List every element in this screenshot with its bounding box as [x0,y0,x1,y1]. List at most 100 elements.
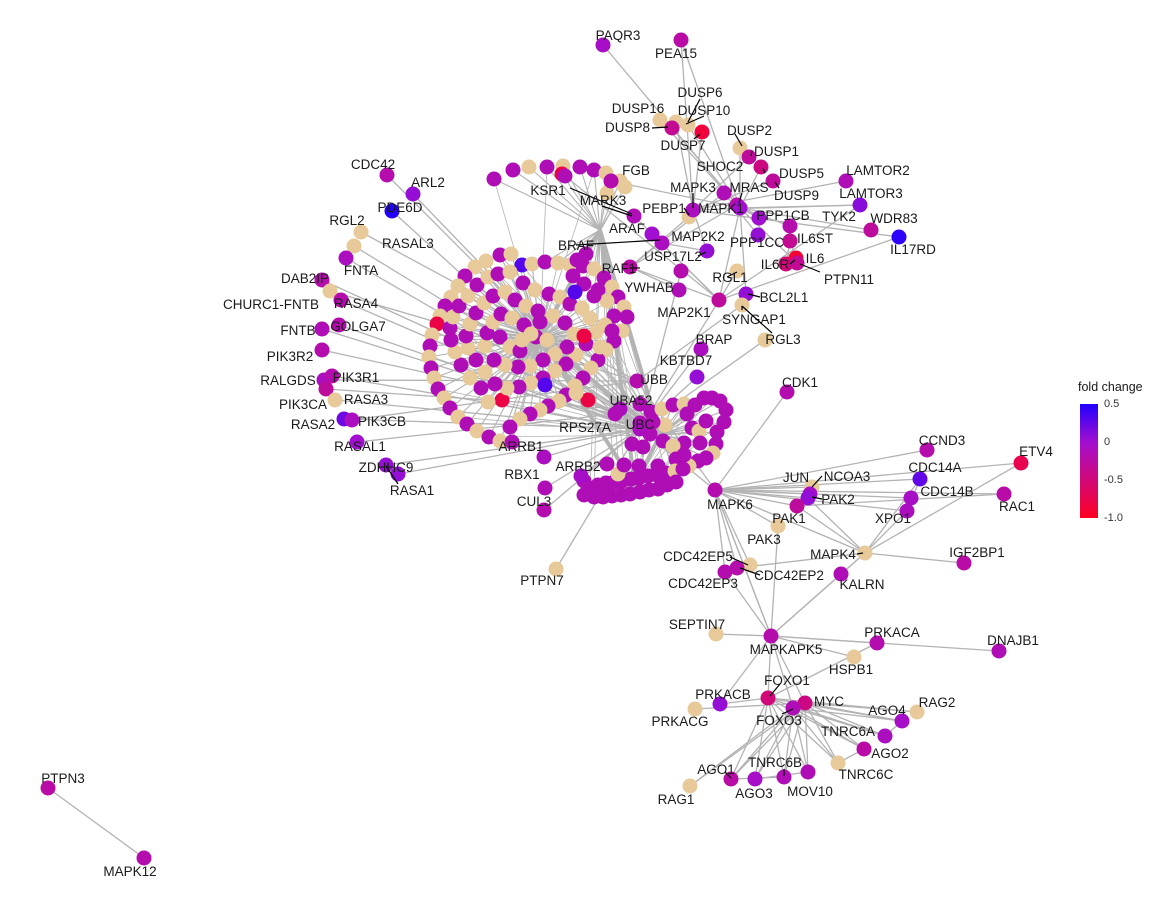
label-arl2: ARL2 [411,175,445,190]
leader-line [811,496,823,500]
edge [770,635,806,704]
edge [770,635,794,709]
edge [715,633,772,637]
label-cdk1: CDK1 [782,375,818,390]
node-lamtor2 [838,173,854,189]
gene-node [679,406,695,422]
label-dusp6: DUSP6 [677,85,722,100]
label-cul3: CUL3 [517,494,552,509]
edge [343,418,641,430]
gene-node [514,332,530,348]
node-fntb [314,321,330,337]
gene-node [473,380,489,396]
leader-line [687,98,701,123]
label-rag2: RAG2 [919,695,956,710]
label-lamtor3: LAMTOR3 [839,186,903,201]
edge [724,571,772,637]
legend-tick-low: -1.0 [1104,512,1123,524]
label-prkacg: PRKACG [651,714,708,729]
gene-node [447,344,463,360]
node-prkacb [712,696,728,712]
node-wdr83 [863,222,879,238]
node-ubb [629,373,645,389]
node-myc [797,695,813,711]
fold-change-legend: fold change 0.5 0 -0.5 -1.0 [1074,380,1152,530]
gene-node [477,338,493,354]
node-pik3r1 [324,368,340,384]
node-cdc42ep5 [742,557,758,573]
edge [714,489,866,554]
label-tnrc6b: TNRC6B [748,755,802,770]
node-mapk12 [136,850,152,866]
label-ralgds: RALGDS [260,373,316,388]
node-etv4 [1013,455,1029,471]
label-araf: ARAF [609,221,645,236]
gene-node [568,385,584,401]
label-cdc42ep3: CDC42EP3 [668,576,738,591]
edge [770,573,842,637]
label-dusp10: DUSP10 [678,103,731,118]
edge [636,380,716,491]
gene-node [469,277,485,293]
gene-node [497,284,513,300]
edge [719,697,769,705]
gene-node [487,376,503,392]
gene-node [535,352,551,368]
node-prkaca [869,635,885,651]
edge [754,697,769,780]
label-ago1: AGO1 [697,762,735,777]
edge [557,229,601,264]
label-ksr1: KSR1 [530,183,565,198]
node-zdhhc9 [378,457,394,473]
node-dusp5 [753,159,769,175]
gene-node [604,323,620,339]
gene-node [492,247,508,263]
node-ppp1cc [750,227,766,243]
edge [692,131,703,211]
gene-node [619,309,635,325]
edge [718,207,741,301]
node-churc1-fntb [322,283,338,299]
edge [530,337,541,384]
leader-line [739,567,761,576]
node-cdk1 [779,384,795,400]
gene-node [521,159,537,175]
gene-node [537,377,553,393]
node-rgl3 [757,332,773,348]
edge [796,505,866,554]
edge [767,697,839,764]
label-ubb: UBB [640,372,668,387]
gene-node [599,456,615,472]
leader-line [738,192,743,204]
node-arrb2 [573,468,589,484]
gene-node [586,261,602,277]
gene-node [478,253,494,269]
leader-line [741,305,773,334]
leader-line [799,263,821,273]
gene-node [545,308,561,324]
gene-node [586,162,602,178]
label-braf: BRAF [558,238,594,253]
edge [767,697,785,778]
node-tnrc6a [877,728,893,744]
label-foxo1: FOXO1 [764,673,810,688]
gene-node [494,392,510,408]
node-dusp16 [652,112,668,128]
edge [529,337,541,415]
node-mapkapk5 [763,628,779,644]
label-rps27a: RPS27A [559,420,611,435]
label-fgb: FGB [622,163,650,178]
node-label-layer: PAQR3 PEA15 DUSP6 DUSP16 DUSP10 DUSP8 DUSP7 DUS… [41,28,1053,879]
gene-node [668,474,684,490]
gene-node [567,284,583,300]
label-ptpn11: PTPN11 [824,272,874,287]
node-mapk3 [685,202,701,218]
edge [767,697,865,750]
edge [397,428,641,475]
label-il17rd: IL17RD [890,242,936,257]
label-mapk12: MAPK12 [103,864,156,879]
node-il6st [782,233,798,249]
node-mapk4 [857,545,873,561]
gene-node [709,424,725,440]
node-cdc14b [903,490,919,506]
